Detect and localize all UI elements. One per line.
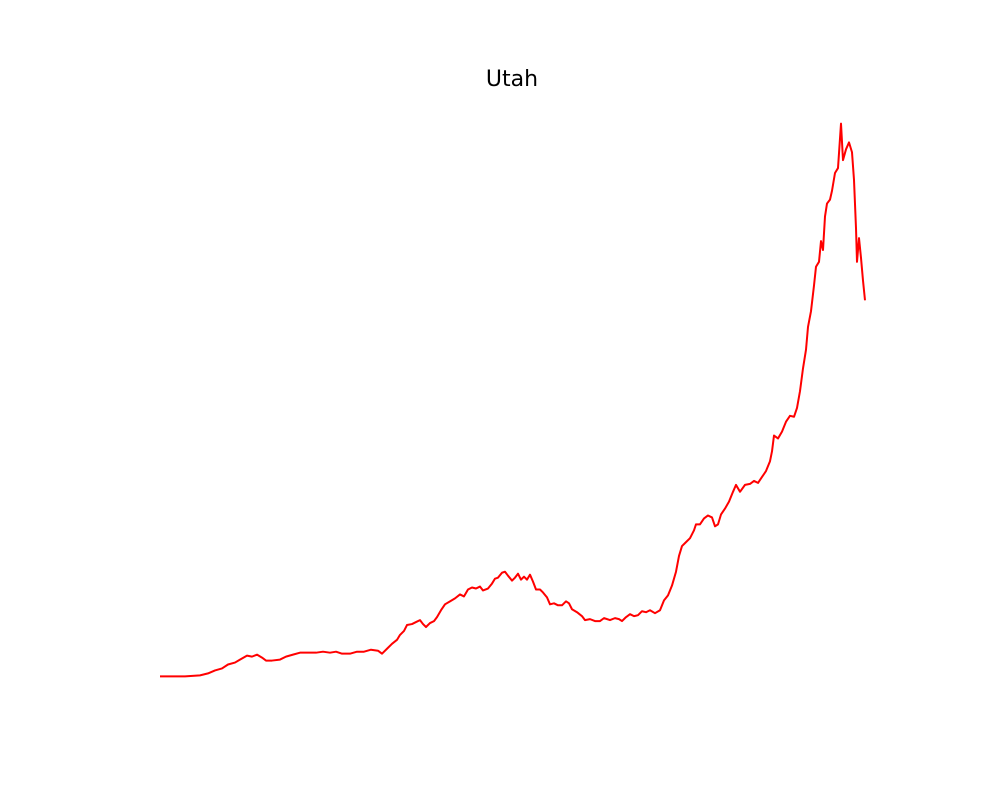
data-line — [160, 122, 866, 678]
chart-title: Utah — [486, 67, 538, 92]
